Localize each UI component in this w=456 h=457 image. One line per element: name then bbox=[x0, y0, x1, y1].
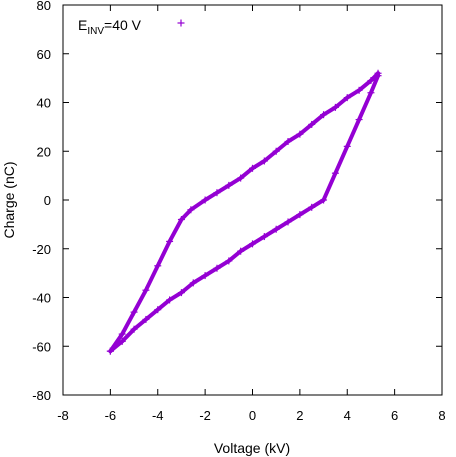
series-trace-segment bbox=[321, 171, 338, 202]
x-tick-label: -2 bbox=[199, 408, 211, 423]
series-trace-segment bbox=[286, 132, 302, 144]
series-trace-segment bbox=[297, 122, 314, 137]
series-trace-segment bbox=[297, 205, 314, 217]
series-trace-segment bbox=[226, 249, 243, 263]
series-trace-segment bbox=[167, 217, 184, 244]
series-trace-segment bbox=[191, 273, 208, 285]
legend-label: EINV=40 V bbox=[78, 17, 142, 37]
x-tick-label: 8 bbox=[438, 408, 445, 423]
x-tick-label: -8 bbox=[57, 408, 69, 423]
series-trace-segment bbox=[262, 149, 279, 163]
series-trace-segment bbox=[333, 144, 350, 176]
series-trace-segment bbox=[286, 212, 302, 224]
y-axis-title: Charge (nC) bbox=[1, 161, 17, 238]
series-trace-segment bbox=[309, 112, 326, 127]
series-trace-segment bbox=[357, 78, 373, 93]
series-trace-segment bbox=[250, 159, 267, 171]
legend-label-sub: INV bbox=[87, 26, 104, 37]
series-trace-segment bbox=[333, 95, 350, 110]
x-tick-label: 2 bbox=[296, 408, 303, 423]
x-tick-label: 6 bbox=[391, 408, 398, 423]
series-trace-segment bbox=[345, 117, 362, 149]
series-trace-segment bbox=[250, 234, 267, 246]
x-tick-label: 0 bbox=[249, 408, 256, 423]
series-trace-segment bbox=[238, 241, 255, 254]
series-trace-segment bbox=[203, 266, 219, 278]
legend: EINV=40 V bbox=[78, 17, 185, 37]
series-trace-segment bbox=[108, 339, 125, 354]
series-trace-segment bbox=[345, 88, 362, 100]
y-tick-label: -20 bbox=[32, 242, 51, 257]
y-tick-label: 60 bbox=[37, 47, 51, 62]
x-tick-label: 4 bbox=[344, 408, 351, 423]
series-trace-segment bbox=[357, 90, 373, 122]
data-points bbox=[106, 69, 382, 355]
series-trace-segment bbox=[155, 297, 172, 312]
series-trace-segment bbox=[167, 290, 184, 302]
y-tick-label: 80 bbox=[37, 0, 51, 13]
series-trace-segment bbox=[238, 166, 255, 181]
y-tick-label: -40 bbox=[32, 291, 51, 306]
series-trace-segment bbox=[368, 73, 381, 95]
legend-marker bbox=[177, 19, 185, 27]
series-trace-segment bbox=[188, 198, 208, 212]
series-trace-segment bbox=[120, 310, 137, 337]
y-tick-label: -80 bbox=[32, 388, 51, 403]
legend-label-rest: =40 V bbox=[104, 17, 142, 33]
series-trace-segment bbox=[179, 280, 196, 295]
series-trace-segment bbox=[321, 105, 338, 117]
series-trace-segment bbox=[226, 176, 243, 188]
series-trace-segment bbox=[120, 327, 137, 344]
series-trace-segment bbox=[155, 239, 172, 268]
series-trace-segment bbox=[203, 190, 219, 202]
x-tick-label: -6 bbox=[105, 408, 117, 423]
series-trace-segment bbox=[274, 219, 291, 232]
y-tick-label: 0 bbox=[44, 193, 51, 208]
y-tick-label: 40 bbox=[37, 96, 51, 111]
series-trace-segment bbox=[262, 227, 279, 239]
series-trace-segment bbox=[274, 139, 291, 154]
x-tick-label: -4 bbox=[152, 408, 164, 423]
y-tick-label: -60 bbox=[32, 339, 51, 354]
series-trace-segment bbox=[214, 258, 231, 271]
series-trace-segment bbox=[132, 288, 148, 315]
series-trace-segment bbox=[179, 207, 193, 222]
series-trace-segment bbox=[214, 183, 231, 195]
series-trace-segment bbox=[143, 263, 160, 293]
y-tick-label: 20 bbox=[37, 144, 51, 159]
series-trace-segment bbox=[132, 317, 148, 332]
axis-ticks bbox=[62, 4, 443, 396]
series-trace-segment bbox=[309, 198, 326, 210]
legend-label-main: E bbox=[78, 17, 87, 33]
x-axis-title: Voltage (kV) bbox=[214, 440, 290, 456]
series-trace-segment bbox=[143, 307, 160, 322]
